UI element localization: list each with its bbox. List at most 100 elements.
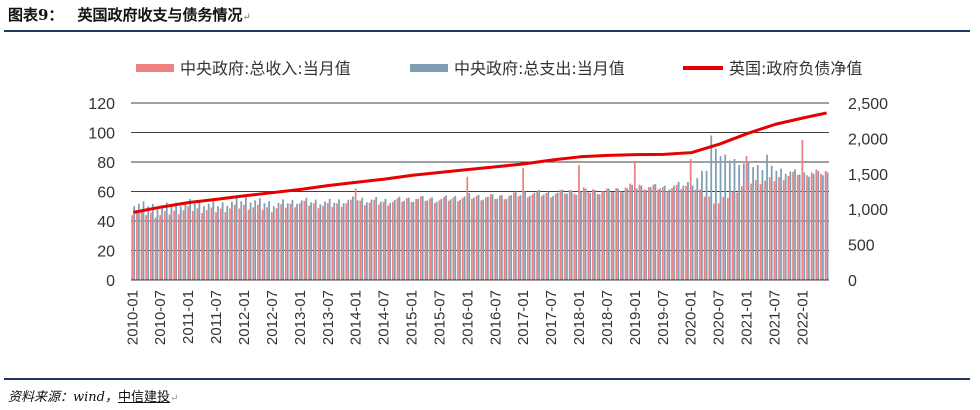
expenditure-bar <box>426 200 429 280</box>
expenditure-bar <box>268 201 271 280</box>
revenue-bar <box>540 195 543 280</box>
expenditure-bar <box>594 190 596 280</box>
revenue-bar <box>368 202 371 280</box>
revenue-bar <box>405 198 408 280</box>
revenue-bar <box>796 175 799 280</box>
expenditure-bar <box>342 203 345 280</box>
x-axis-tick-label: 2015-07 <box>431 290 448 345</box>
revenue-bar <box>145 215 148 280</box>
revenue-bar <box>764 180 766 280</box>
expenditure-bar <box>575 194 578 280</box>
expenditure-bar <box>566 193 568 280</box>
expenditure-bar <box>803 172 806 280</box>
expenditure-bar <box>733 159 736 280</box>
revenue-bar <box>136 212 138 280</box>
revenue-bar <box>196 208 199 280</box>
x-axis-tick-label: 2016-01 <box>459 290 476 345</box>
revenue-bar <box>536 191 538 280</box>
revenue-bar <box>638 184 641 280</box>
expenditure-bar <box>808 176 810 280</box>
expenditure-bar <box>663 185 666 280</box>
revenue-bar <box>233 204 236 280</box>
revenue-bar <box>699 189 701 280</box>
expenditure-bar <box>645 190 647 280</box>
revenue-bar <box>340 206 343 280</box>
expenditure-bar <box>403 200 405 280</box>
revenue-bar <box>489 194 492 280</box>
legend-revenue-swatch <box>136 64 174 72</box>
expenditure-bar <box>519 195 522 280</box>
expenditure-bar <box>328 198 331 280</box>
x-axis-tick-label: 2018-01 <box>571 290 588 345</box>
expenditure-bar <box>449 199 452 280</box>
source-org: 中信建投 <box>117 390 170 405</box>
expenditure-bar <box>221 202 224 280</box>
expenditure-bar <box>505 198 508 280</box>
expenditure-bar <box>319 204 322 280</box>
revenue-bar <box>391 201 394 280</box>
expenditure-bar <box>305 197 308 280</box>
revenue-bar <box>252 207 255 280</box>
revenue-bar <box>280 204 283 280</box>
revenue-bar <box>177 214 180 280</box>
revenue-bar <box>768 177 771 280</box>
revenue-bar <box>238 208 241 280</box>
revenue-bar <box>317 208 320 280</box>
expenditure-bar <box>794 169 796 280</box>
x-axis-tick-label: 2013-01 <box>292 290 309 345</box>
revenue-bar <box>350 199 352 280</box>
expenditure-bar <box>677 181 680 280</box>
revenue-bar <box>257 204 259 280</box>
right-axis-tick-label: 1,500 <box>848 167 888 184</box>
expenditure-bar <box>640 185 643 280</box>
left-axis-tick-label: 100 <box>88 126 115 143</box>
figure-title: 图表9： 英国政府收支与债务情况↵ <box>8 6 251 24</box>
revenue-bar <box>247 209 250 280</box>
expenditure-bar <box>212 201 215 280</box>
revenue-bar <box>275 208 278 280</box>
expenditure-bar <box>556 192 559 280</box>
expenditure-bar <box>463 196 466 280</box>
left-axis-tick-label: 20 <box>97 244 115 261</box>
x-axis-tick-label: 2010-07 <box>152 290 169 345</box>
revenue-bar <box>191 210 194 280</box>
expenditure-bar <box>231 201 233 280</box>
expenditure-bar <box>738 164 741 280</box>
expenditure-bar <box>659 188 661 280</box>
revenue-bar <box>685 185 687 280</box>
expenditure-bar <box>398 196 401 280</box>
expenditure-bar <box>179 206 182 280</box>
revenue-bar <box>452 197 455 280</box>
expenditure-bar <box>286 203 289 280</box>
revenue-bar <box>308 205 310 280</box>
expenditure-bar <box>300 200 303 280</box>
revenue-bar <box>633 162 636 280</box>
revenue-bar <box>396 198 399 280</box>
revenue-bar <box>619 191 622 280</box>
x-axis-tick-label: 2018-07 <box>599 290 616 345</box>
expenditure-bar <box>184 202 187 280</box>
revenue-bar <box>652 184 655 280</box>
expenditure-bar <box>584 188 587 280</box>
expenditure-bar <box>207 203 210 280</box>
legend-revenue-label: 中央政府:总收入:当月值 <box>180 59 351 78</box>
expenditure-bar <box>379 201 382 280</box>
expenditure-bar <box>421 195 424 280</box>
revenue-bar <box>573 193 576 280</box>
revenue-bar <box>461 197 464 280</box>
revenue-bar <box>713 203 715 280</box>
expenditure-bar <box>612 192 615 280</box>
revenue-bar <box>689 159 692 280</box>
x-axis-tick-label: 2010-01 <box>124 290 141 345</box>
x-axis-tick-label: 2012-07 <box>264 290 281 345</box>
source-note: 资料来源：wind，中信建投↵ <box>8 390 179 405</box>
expenditure-bar <box>705 170 708 280</box>
revenue-bar <box>298 203 301 280</box>
revenue-bar <box>294 207 297 280</box>
expenditure-bar <box>761 170 764 280</box>
expenditure-bar <box>356 200 359 280</box>
figure-number: 图表9： <box>8 6 64 24</box>
expenditure-bar <box>724 154 727 280</box>
expenditure-bar <box>193 203 196 280</box>
expenditure-bar <box>375 196 378 280</box>
